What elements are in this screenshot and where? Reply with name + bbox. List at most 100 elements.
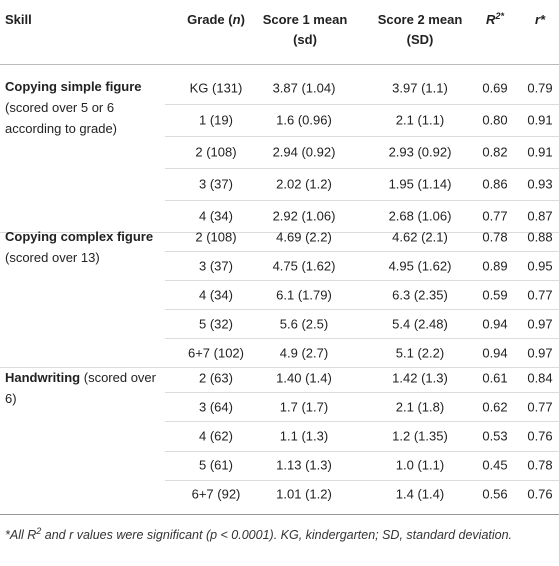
header-rule xyxy=(0,64,559,65)
header-cell: Grade (n) xyxy=(170,10,262,30)
row-rule xyxy=(165,479,559,481)
table-cell: 2.1 (1.8) xyxy=(360,399,480,414)
table-cell: 0.76 xyxy=(480,487,559,502)
header-cell: Skill xyxy=(5,10,155,30)
cell-text: 6+7 (92) xyxy=(191,486,241,502)
table-cell: 2.92 (1.06) xyxy=(244,209,364,224)
cell-text: 4 (62) xyxy=(199,428,233,444)
row-rule xyxy=(165,280,559,281)
table-cell: 0.77 xyxy=(435,209,555,224)
skill-cell: Copying simple figure (scored over 5 or … xyxy=(5,76,165,139)
table-cell: 0.53 xyxy=(435,429,555,444)
cell-text: 2 (63) xyxy=(199,370,233,386)
skill-name: Handwriting xyxy=(5,370,81,385)
table-cell: 2.94 (0.92) xyxy=(244,145,364,160)
cell-text: 0.91 xyxy=(527,144,553,160)
row-rule xyxy=(165,168,559,169)
header-cell: r* xyxy=(524,10,556,30)
table-cell: 1.7 (1.7) xyxy=(244,399,364,414)
footnote-text: and r values were significant (p < 0.000… xyxy=(41,528,513,542)
table-cell: 0.59 xyxy=(435,287,555,302)
cell-text: 0.76 xyxy=(527,428,553,444)
table-cell: 5.1 (2.2) xyxy=(360,345,480,360)
table-cell: 6+7 (102) xyxy=(156,345,276,360)
table-cell: 5.4 (2.48) xyxy=(360,316,480,331)
table-cell: 0.89 xyxy=(435,258,555,273)
table-cell: 1.01 (1.2) xyxy=(244,487,364,502)
cell-text: 2.93 (0.92) xyxy=(388,144,452,160)
table-cell: 2.68 (1.06) xyxy=(360,209,480,224)
table-cell: KG (131) xyxy=(156,81,276,96)
cell-text: 5.1 (2.2) xyxy=(395,345,445,360)
table-cell: 0.80 xyxy=(435,113,555,128)
table-cell: 0.95 xyxy=(480,258,559,273)
table-cell: 0.61 xyxy=(435,370,555,385)
row-rule xyxy=(165,136,559,137)
cell-text: 0.95 xyxy=(527,258,553,273)
table-cell: 4 (62) xyxy=(156,429,276,444)
table-cell: 0.91 xyxy=(480,145,559,160)
row-rule xyxy=(165,392,559,394)
group-rule xyxy=(0,367,559,368)
table-cell: 0.87 xyxy=(480,209,559,224)
table-cell: 6.3 (2.35) xyxy=(360,287,480,302)
table-cell: 1.4 (1.4) xyxy=(360,487,480,502)
row-rule xyxy=(165,104,559,105)
cell-text: 0.84 xyxy=(527,370,553,386)
cell-text: 6.1 (1.79) xyxy=(276,287,332,302)
cell-text: 5 (61) xyxy=(199,457,233,473)
cell-text: 2.94 (0.92) xyxy=(272,144,336,160)
cell-text: 2 (108) xyxy=(195,229,237,244)
cell-text: 4 (34) xyxy=(199,208,233,224)
cell-text: 0.87 xyxy=(527,208,553,224)
row-rule xyxy=(165,338,559,339)
cell-text: 0.78 xyxy=(482,229,508,244)
table-cell: 2 (108) xyxy=(156,145,276,160)
header-text: Score 2 mean (SD) xyxy=(377,12,463,47)
cell-text: 4.69 (2.2) xyxy=(276,229,332,244)
table-bottom-rule xyxy=(0,514,559,515)
header-text: r* xyxy=(534,12,546,27)
table-cell: 5.6 (2.5) xyxy=(244,316,364,331)
row-rule xyxy=(165,200,559,201)
cell-text: 1.13 (1.3) xyxy=(276,457,332,473)
cell-text: 0.93 xyxy=(527,176,553,192)
cell-text: 1 (19) xyxy=(199,112,233,128)
table-cell: 0.84 xyxy=(480,370,559,385)
cell-text: 0.77 xyxy=(527,399,553,415)
header-text: Skill xyxy=(5,12,32,27)
table-cell: 4.95 (1.62) xyxy=(360,258,480,273)
table-cell: 3.97 (1.1) xyxy=(360,81,480,96)
table-cell: 0.78 xyxy=(435,229,555,244)
header-cell: Score 2 mean (SD) xyxy=(375,10,465,50)
cell-text: 0.88 xyxy=(527,229,553,244)
cell-text: 4 (34) xyxy=(199,287,233,302)
footnote: *All R2 and r values were significant (p… xyxy=(5,525,550,545)
cell-text: 0.61 xyxy=(482,370,508,386)
cell-text: 0.86 xyxy=(482,176,508,192)
cell-text: 0.77 xyxy=(527,287,553,302)
row-rule xyxy=(165,421,559,423)
cell-text: 2.1 (1.8) xyxy=(395,399,445,415)
cell-text: 1.7 (1.7) xyxy=(279,399,329,415)
table-cell: 2 (108) xyxy=(156,229,276,244)
cell-text: 2.92 (1.06) xyxy=(272,208,336,224)
group-rule xyxy=(0,232,559,233)
cell-text: 1.1 (1.3) xyxy=(279,428,329,444)
table-cell: 2.1 (1.1) xyxy=(360,113,480,128)
header-text: Grade ( xyxy=(187,12,233,27)
table-cell: 2.02 (1.2) xyxy=(244,177,364,192)
table-cell: 0.45 xyxy=(435,458,555,473)
table-cell: 6.1 (1.79) xyxy=(244,287,364,302)
cell-text: 5 (32) xyxy=(199,316,233,331)
header-cell: Score 1 mean (sd) xyxy=(262,10,348,50)
footnote-text: *All R xyxy=(5,528,37,542)
cell-text: 5.6 (2.5) xyxy=(279,316,329,331)
cell-text: 0.69 xyxy=(482,80,508,96)
table-cell: 0.94 xyxy=(435,316,555,331)
cell-text: 0.53 xyxy=(482,428,508,444)
table-cell: 5 (32) xyxy=(156,316,276,331)
cell-text: 0.94 xyxy=(482,345,508,360)
skill-note: (scored over 5 or 6 according to grade) xyxy=(5,100,118,136)
